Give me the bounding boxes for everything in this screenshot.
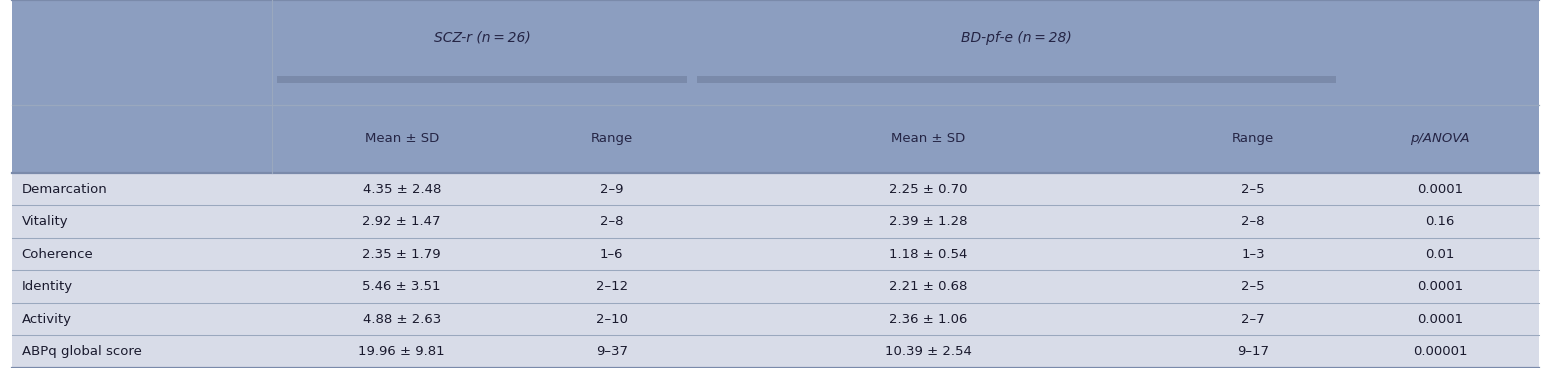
Text: 2–7: 2–7 — [1241, 313, 1265, 326]
Bar — [276, 76, 687, 83]
Text: 0.0001: 0.0001 — [1417, 313, 1464, 326]
Text: 0.01: 0.01 — [1425, 248, 1454, 261]
Text: Range: Range — [1232, 132, 1274, 145]
Text: 2–5: 2–5 — [1241, 280, 1265, 293]
Text: 2–9: 2–9 — [601, 183, 624, 196]
Text: 2.21 ± 0.68: 2.21 ± 0.68 — [889, 280, 968, 293]
Text: 0.0001: 0.0001 — [1417, 183, 1464, 196]
Text: SCZ-r (n = 26): SCZ-r (n = 26) — [434, 31, 530, 45]
Text: ABPq global score: ABPq global score — [22, 345, 142, 358]
Bar — [12, 105, 1539, 173]
Text: 0.00001: 0.00001 — [1413, 345, 1467, 358]
Text: 2–8: 2–8 — [601, 215, 624, 228]
Text: 0.0001: 0.0001 — [1417, 280, 1464, 293]
Text: Demarcation: Demarcation — [22, 183, 108, 196]
Bar — [12, 270, 1539, 303]
Text: 2.36 ± 1.06: 2.36 ± 1.06 — [889, 313, 968, 326]
Bar — [696, 76, 1336, 83]
Text: 10.39 ± 2.54: 10.39 ± 2.54 — [885, 345, 973, 358]
Text: 4.88 ± 2.63: 4.88 ± 2.63 — [363, 313, 442, 326]
Text: Mean ± SD: Mean ± SD — [891, 132, 965, 145]
Text: 19.96 ± 9.81: 19.96 ± 9.81 — [358, 345, 445, 358]
Text: 2.92 ± 1.47: 2.92 ± 1.47 — [363, 215, 442, 228]
Text: 2–12: 2–12 — [596, 280, 628, 293]
Text: 1–3: 1–3 — [1241, 248, 1265, 261]
Bar — [12, 238, 1539, 270]
Bar — [12, 303, 1539, 336]
Bar — [12, 173, 1539, 205]
Text: BD-pf-e (n = 28): BD-pf-e (n = 28) — [960, 31, 1072, 45]
Text: 1–6: 1–6 — [601, 248, 624, 261]
Text: Vitality: Vitality — [22, 215, 68, 228]
Text: 2.35 ± 1.79: 2.35 ± 1.79 — [363, 248, 442, 261]
Bar — [12, 0, 1539, 105]
Text: 9–17: 9–17 — [1237, 345, 1269, 358]
Text: 2–8: 2–8 — [1241, 215, 1265, 228]
Text: Range: Range — [591, 132, 633, 145]
Text: 2.25 ± 0.70: 2.25 ± 0.70 — [889, 183, 968, 196]
Text: Activity: Activity — [22, 313, 71, 326]
Text: p/ANOVA: p/ANOVA — [1410, 132, 1470, 145]
Bar — [12, 205, 1539, 238]
Text: 4.35 ± 2.48: 4.35 ± 2.48 — [363, 183, 442, 196]
Text: Mean ± SD: Mean ± SD — [364, 132, 438, 145]
Bar — [12, 336, 1539, 368]
Text: 2.39 ± 1.28: 2.39 ± 1.28 — [889, 215, 968, 228]
Text: 5.46 ± 3.51: 5.46 ± 3.51 — [363, 280, 442, 293]
Text: 9–37: 9–37 — [596, 345, 628, 358]
Text: 0.16: 0.16 — [1425, 215, 1454, 228]
Text: 2–5: 2–5 — [1241, 183, 1265, 196]
Text: 2–10: 2–10 — [596, 313, 628, 326]
Text: 1.18 ± 0.54: 1.18 ± 0.54 — [889, 248, 968, 261]
Text: Coherence: Coherence — [22, 248, 93, 261]
Text: Identity: Identity — [22, 280, 73, 293]
